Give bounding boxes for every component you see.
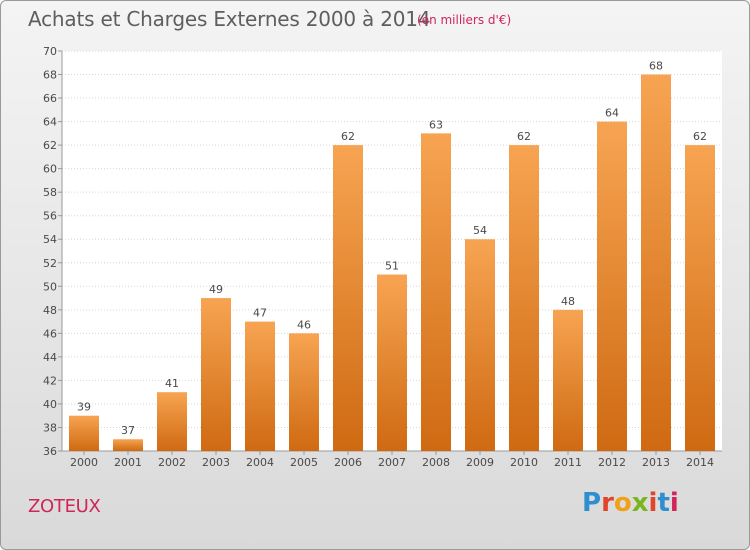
chart-subtitle: (en milliers d'€) — [417, 13, 512, 27]
x-tick-label: 2006 — [334, 456, 362, 469]
bar-2005 — [289, 333, 319, 451]
bar-2000 — [69, 415, 99, 451]
data-label: 62 — [517, 130, 531, 143]
x-tick-label: 2009 — [466, 456, 494, 469]
y-tick-label: 48 — [43, 304, 57, 317]
data-label: 68 — [649, 60, 663, 73]
y-tick-label: 52 — [43, 257, 57, 270]
bar-2007 — [377, 274, 407, 451]
bar-2002 — [157, 392, 187, 451]
data-label: 47 — [253, 307, 267, 320]
y-tick-label: 56 — [43, 210, 57, 223]
data-label: 49 — [209, 283, 223, 296]
x-tick-label: 2004 — [246, 456, 274, 469]
x-tick-label: 2007 — [378, 456, 406, 469]
y-tick-label: 40 — [43, 398, 57, 411]
y-tick-label: 58 — [43, 186, 57, 199]
bar-2004 — [245, 321, 275, 451]
bar-2013 — [641, 74, 671, 451]
y-tick-label: 42 — [43, 374, 57, 387]
proxiti-logo: Proxiti — [582, 488, 679, 518]
data-label: 46 — [297, 318, 311, 331]
x-tick-label: 2012 — [598, 456, 626, 469]
data-label: 63 — [429, 118, 443, 131]
y-tick-label: 38 — [43, 421, 57, 434]
data-label: 41 — [165, 377, 179, 390]
data-label: 48 — [561, 295, 575, 308]
x-tick-label: 2005 — [290, 456, 318, 469]
y-tick-label: 54 — [43, 233, 57, 246]
data-label: 54 — [473, 224, 487, 237]
y-tick-label: 50 — [43, 280, 57, 293]
bar-2010 — [509, 145, 539, 451]
data-label: 39 — [77, 401, 91, 414]
bar-2003 — [201, 298, 231, 451]
bar-2006 — [333, 145, 363, 451]
y-tick-label: 70 — [43, 45, 57, 58]
x-tick-label: 2011 — [554, 456, 582, 469]
x-tick-label: 2003 — [202, 456, 230, 469]
data-label: 64 — [605, 107, 619, 120]
y-tick-label: 68 — [43, 69, 57, 82]
bar-2009 — [465, 239, 495, 451]
logo-letter: x — [631, 488, 649, 518]
logo-letter: o — [613, 488, 632, 518]
y-tick-label: 36 — [43, 445, 57, 458]
bar-2014 — [685, 145, 715, 451]
data-label: 62 — [693, 130, 707, 143]
y-tick-label: 64 — [43, 116, 57, 129]
x-tick-label: 2001 — [114, 456, 142, 469]
y-tick-label: 46 — [43, 327, 57, 340]
x-tick-label: 2002 — [158, 456, 186, 469]
bar-2001 — [113, 439, 143, 451]
data-label: 37 — [121, 424, 135, 437]
logo-letter: i — [669, 488, 679, 518]
x-tick-label: 2010 — [510, 456, 538, 469]
y-tick-label: 62 — [43, 139, 57, 152]
data-label: 51 — [385, 260, 399, 273]
bar-2008 — [421, 133, 451, 451]
logo-letter: t — [657, 488, 670, 518]
bar-2012 — [597, 121, 627, 452]
y-tick-label: 44 — [43, 351, 57, 364]
x-tick-label: 2008 — [422, 456, 450, 469]
y-tick-label: 60 — [43, 163, 57, 176]
x-tick-label: 2000 — [70, 456, 98, 469]
data-label: 62 — [341, 130, 355, 143]
logo-letter: P — [582, 488, 602, 518]
x-tick-label: 2013 — [642, 456, 670, 469]
bar-2011 — [553, 309, 583, 451]
commune-name: ZOTEUX — [28, 496, 101, 517]
logo-letter: i — [648, 488, 658, 518]
x-tick-label: 2014 — [686, 456, 714, 469]
logo-letter: r — [601, 488, 614, 518]
chart-title: Achats et Charges Externes 2000 à 2014 — [28, 7, 431, 31]
y-tick-label: 66 — [43, 92, 57, 105]
